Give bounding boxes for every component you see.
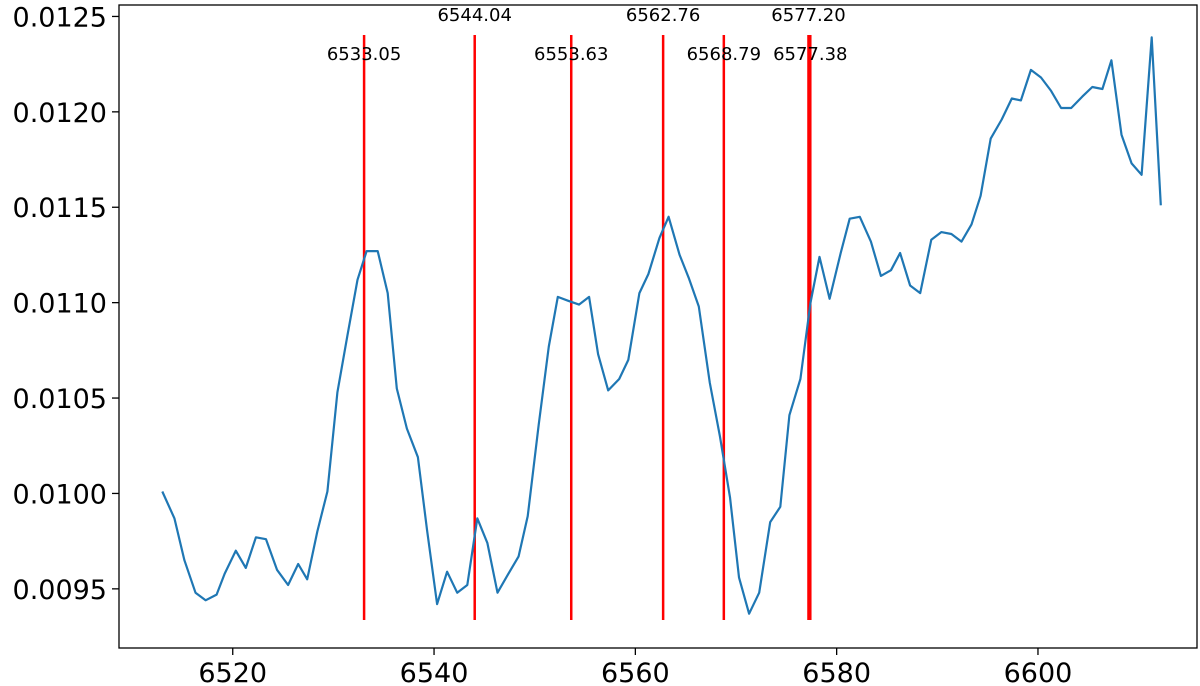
y-tick-label: 0.0110 <box>13 289 107 320</box>
x-tick-label: 6520 <box>198 658 267 686</box>
y-tick-label: 0.0105 <box>13 384 107 415</box>
x-tick-label: 6560 <box>601 658 670 686</box>
series-line <box>161 36 1162 615</box>
y-tick-label: 0.0095 <box>13 575 107 606</box>
marker-label: 6577.38 <box>773 44 847 65</box>
marker-label: 6568.79 <box>687 44 761 65</box>
y-tick-label: 0.0125 <box>13 2 107 33</box>
marker-lines <box>362 35 812 620</box>
plot-frame <box>118 4 1198 649</box>
x-tick-label: 6600 <box>1004 658 1073 686</box>
marker-label: 6577.20 <box>771 5 845 26</box>
marker-label: 6553.63 <box>534 44 608 65</box>
y-tick-label: 0.0100 <box>13 479 107 510</box>
marker-labels: 6533.05 6544.04 6553.63 6562.76 6568.79 6577.… <box>327 5 848 65</box>
y-tick-label: 0.0115 <box>13 193 107 224</box>
x-tick-label: 6540 <box>400 658 469 686</box>
y-tick-label: 0.0120 <box>13 98 107 129</box>
y-axis: 0.0095 0.0100 0.0105 0.0110 0.0115 0.0120 0.01… <box>13 2 119 606</box>
marker-label: 6533.05 <box>327 44 401 65</box>
marker-label: 6562.76 <box>626 5 700 26</box>
x-axis: 6520 6540 6560 6580 6600 <box>198 648 1072 686</box>
marker-label: 6544.04 <box>437 5 511 26</box>
x-tick-label: 6580 <box>802 658 871 686</box>
